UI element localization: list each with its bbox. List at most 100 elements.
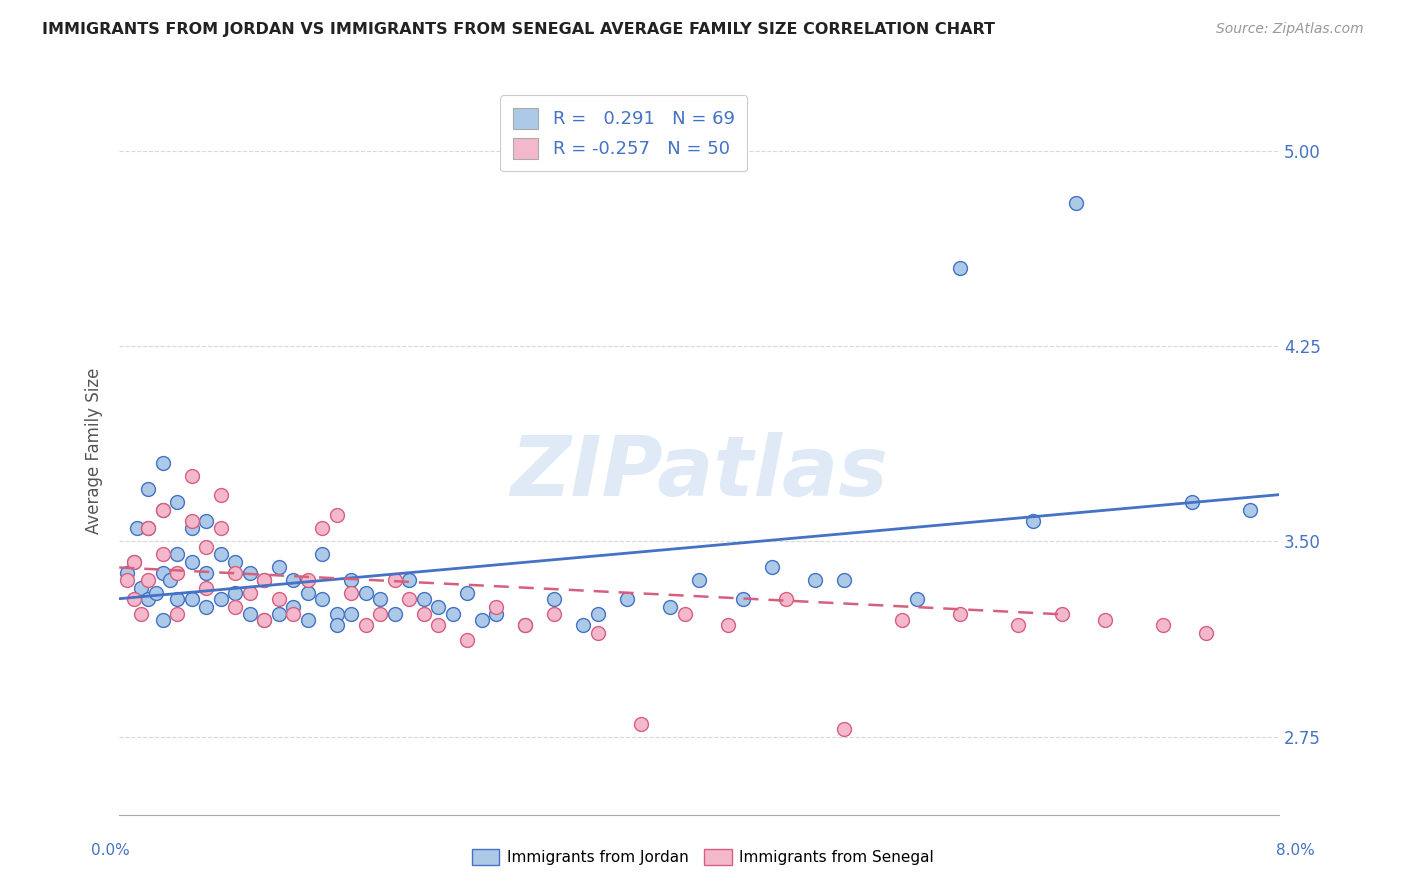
Point: [340, 574, 363, 588]
Point: [122, 555, 145, 569]
Point: [354, 586, 377, 600]
Point: [224, 555, 246, 569]
Point: [761, 560, 783, 574]
Point: [412, 591, 434, 606]
Point: [630, 716, 652, 731]
Point: [485, 607, 508, 622]
Point: [136, 574, 159, 588]
Point: [340, 607, 363, 622]
Point: [136, 591, 159, 606]
Point: [673, 607, 696, 622]
Point: [325, 607, 347, 622]
Point: [832, 722, 855, 736]
Text: IMMIGRANTS FROM JORDAN VS IMMIGRANTS FROM SENEGAL AVERAGE FAMILY SIZE CORRELATIO: IMMIGRANTS FROM JORDAN VS IMMIGRANTS FRO…: [42, 22, 995, 37]
Point: [586, 625, 609, 640]
Point: [209, 521, 232, 535]
Point: [775, 591, 797, 606]
Point: [180, 591, 202, 606]
Point: [152, 613, 174, 627]
Point: [122, 555, 145, 569]
Point: [267, 607, 290, 622]
Point: [253, 613, 276, 627]
Point: [384, 607, 406, 622]
Point: [325, 617, 347, 632]
Point: [1007, 617, 1029, 632]
Y-axis label: Average Family Size: Average Family Size: [86, 368, 103, 533]
Point: [283, 574, 305, 588]
Point: [115, 566, 138, 580]
Text: 0.0%: 0.0%: [91, 843, 131, 858]
Point: [166, 548, 188, 562]
Point: [180, 469, 202, 483]
Point: [354, 617, 377, 632]
Point: [129, 607, 152, 622]
Point: [239, 607, 262, 622]
Point: [717, 617, 740, 632]
Point: [325, 508, 347, 523]
Legend: Immigrants from Jordan, Immigrants from Senegal: Immigrants from Jordan, Immigrants from …: [465, 843, 941, 871]
Point: [311, 591, 333, 606]
Point: [441, 607, 464, 622]
Legend: R =   0.291   N = 69, R = -0.257   N = 50: R = 0.291 N = 69, R = -0.257 N = 50: [501, 95, 747, 171]
Point: [152, 503, 174, 517]
Point: [125, 521, 148, 535]
Point: [239, 586, 262, 600]
Point: [297, 574, 319, 588]
Point: [731, 591, 754, 606]
Point: [283, 607, 305, 622]
Point: [152, 548, 174, 562]
Point: [122, 591, 145, 606]
Point: [398, 591, 420, 606]
Point: [195, 540, 218, 554]
Point: [543, 591, 565, 606]
Point: [456, 586, 478, 600]
Point: [456, 633, 478, 648]
Point: [1239, 503, 1261, 517]
Point: [297, 586, 319, 600]
Point: [891, 613, 914, 627]
Point: [209, 591, 232, 606]
Text: ZIPatlas: ZIPatlas: [510, 432, 889, 513]
Text: Source: ZipAtlas.com: Source: ZipAtlas.com: [1216, 22, 1364, 37]
Point: [427, 599, 450, 614]
Point: [688, 574, 710, 588]
Point: [1181, 495, 1204, 509]
Point: [195, 566, 218, 580]
Point: [224, 599, 246, 614]
Point: [427, 617, 450, 632]
Point: [949, 607, 972, 622]
Point: [297, 613, 319, 627]
Point: [152, 457, 174, 471]
Point: [616, 591, 638, 606]
Point: [253, 574, 276, 588]
Point: [368, 607, 391, 622]
Point: [949, 261, 972, 276]
Text: 8.0%: 8.0%: [1275, 843, 1315, 858]
Point: [239, 566, 262, 580]
Point: [115, 574, 138, 588]
Point: [543, 607, 565, 622]
Point: [1021, 514, 1043, 528]
Point: [136, 483, 159, 497]
Point: [572, 617, 595, 632]
Point: [166, 566, 188, 580]
Point: [152, 503, 174, 517]
Point: [253, 574, 276, 588]
Point: [368, 591, 391, 606]
Point: [1195, 625, 1218, 640]
Point: [224, 566, 246, 580]
Point: [283, 599, 305, 614]
Point: [253, 613, 276, 627]
Point: [166, 495, 188, 509]
Point: [1094, 613, 1116, 627]
Point: [1064, 196, 1087, 211]
Point: [1050, 607, 1073, 622]
Point: [129, 582, 152, 596]
Point: [1152, 617, 1174, 632]
Point: [832, 574, 855, 588]
Point: [195, 514, 218, 528]
Point: [195, 582, 218, 596]
Point: [340, 586, 363, 600]
Point: [166, 591, 188, 606]
Point: [311, 521, 333, 535]
